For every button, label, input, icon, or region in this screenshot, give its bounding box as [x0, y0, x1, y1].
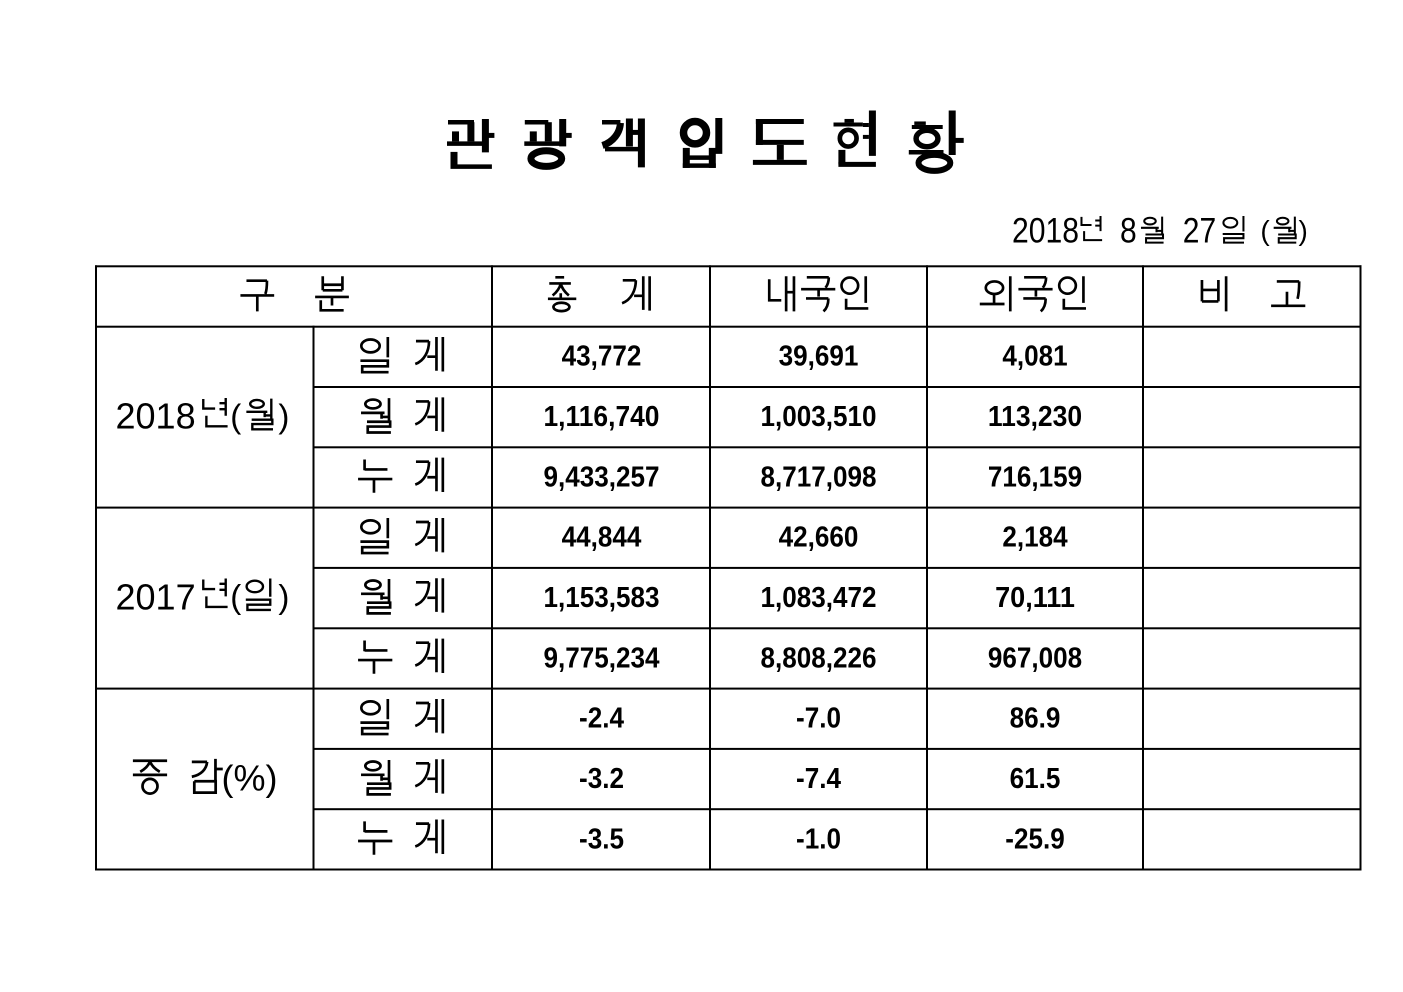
svg-text:(: ( — [1260, 215, 1270, 246]
svg-text:27: 27 — [1183, 212, 1216, 251]
svg-text:2018: 2018 — [1012, 212, 1079, 251]
svg-text:716,159: 716,159 — [988, 461, 1082, 493]
svg-text:61.5: 61.5 — [1010, 763, 1061, 795]
svg-text:43,772: 43,772 — [562, 341, 642, 373]
svg-text:-1.0: -1.0 — [796, 823, 841, 855]
svg-text:-2.4: -2.4 — [579, 703, 624, 735]
svg-text:(: ( — [230, 578, 241, 615]
svg-text:39,691: 39,691 — [779, 341, 859, 373]
svg-text:): ) — [1299, 215, 1308, 246]
svg-text:2,184: 2,184 — [1002, 522, 1067, 554]
svg-text:70,111: 70,111 — [995, 582, 1075, 614]
svg-text:-7.4: -7.4 — [796, 763, 841, 795]
svg-text:113,230: 113,230 — [988, 401, 1082, 433]
svg-text:1,083,472: 1,083,472 — [761, 582, 877, 614]
svg-text:8: 8 — [1120, 212, 1137, 251]
svg-text:9,433,257: 9,433,257 — [544, 461, 660, 493]
svg-text:(: ( — [230, 397, 241, 434]
svg-text:-25.9: -25.9 — [1005, 823, 1064, 855]
svg-text:1,116,740: 1,116,740 — [544, 401, 660, 433]
svg-text:2018: 2018 — [116, 396, 196, 437]
svg-text:967,008: 967,008 — [988, 642, 1082, 674]
svg-text:): ) — [278, 397, 289, 434]
svg-text:8,717,098: 8,717,098 — [761, 461, 877, 493]
svg-text:1,153,583: 1,153,583 — [544, 582, 660, 614]
svg-text:-7.0: -7.0 — [796, 703, 841, 735]
svg-text:4,081: 4,081 — [1002, 341, 1067, 373]
svg-text:-3.2: -3.2 — [579, 763, 624, 795]
svg-text:2017: 2017 — [116, 576, 196, 617]
svg-text:-3.5: -3.5 — [579, 823, 624, 855]
svg-text:9,775,234: 9,775,234 — [544, 642, 660, 674]
svg-text:44,844: 44,844 — [562, 522, 642, 554]
svg-text:42,660: 42,660 — [779, 522, 859, 554]
svg-text:(%): (%) — [222, 757, 278, 798]
svg-text:86.9: 86.9 — [1010, 703, 1061, 735]
svg-text:): ) — [278, 578, 289, 615]
svg-text:1,003,510: 1,003,510 — [761, 401, 877, 433]
svg-text:8,808,226: 8,808,226 — [761, 642, 877, 674]
